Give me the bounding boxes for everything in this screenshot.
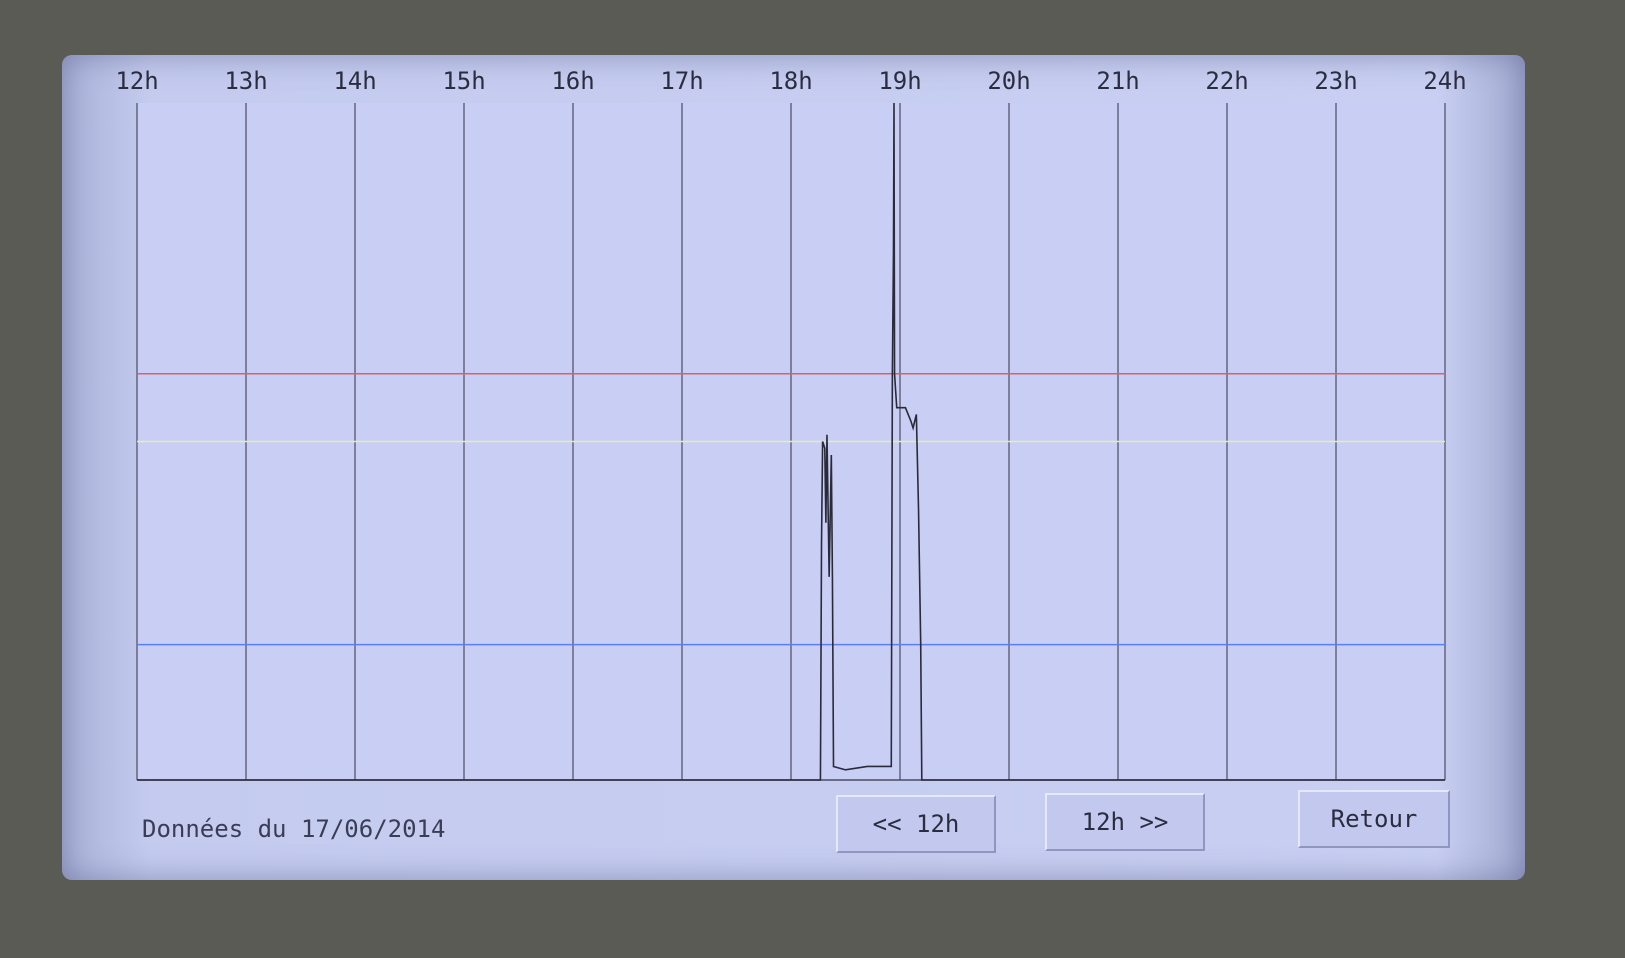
back-button[interactable]: Retour (1298, 790, 1450, 848)
x-tick-label: 18h (769, 67, 812, 95)
x-tick-label: 24h (1423, 67, 1466, 95)
x-tick-label: 15h (442, 67, 485, 95)
x-tick-label: 21h (1096, 67, 1139, 95)
x-tick-label: 20h (987, 67, 1030, 95)
x-tick-label: 23h (1314, 67, 1357, 95)
prev-button[interactable]: << 12h (836, 795, 996, 853)
x-tick-label: 22h (1205, 67, 1248, 95)
x-tick-label: 16h (551, 67, 594, 95)
x-tick-label: 14h (333, 67, 376, 95)
x-tick-label: 17h (660, 67, 703, 95)
x-tick-label: 19h (878, 67, 921, 95)
date-label: Données du 17/06/2014 (142, 815, 445, 843)
x-tick-label: 12h (115, 67, 158, 95)
page: 12h13h14h15h16h17h18h19h20h21h22h23h24h … (0, 0, 1625, 958)
x-tick-label: 13h (224, 67, 267, 95)
next-button[interactable]: 12h >> (1045, 793, 1205, 851)
